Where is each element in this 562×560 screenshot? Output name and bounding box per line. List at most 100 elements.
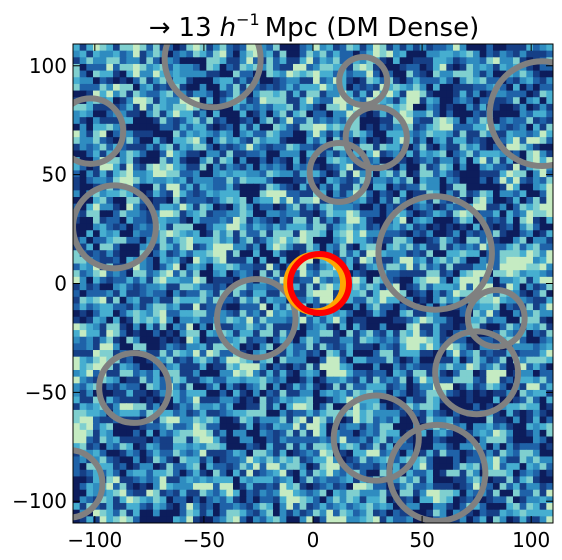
density-cell	[179, 376, 187, 384]
density-cell	[313, 336, 321, 344]
density-cell	[113, 409, 121, 418]
title-number: 13	[179, 13, 212, 43]
density-cell	[526, 243, 534, 251]
density-cell	[79, 416, 87, 424]
density-cell	[446, 416, 454, 424]
density-cell	[399, 250, 407, 258]
density-cell	[206, 290, 214, 298]
density-cell	[513, 303, 521, 311]
density-cell	[373, 223, 381, 231]
density-cell	[406, 283, 414, 291]
density-cell	[413, 44, 421, 52]
density-cell	[239, 483, 247, 491]
density-cell	[493, 376, 501, 384]
density-cell	[219, 456, 227, 464]
density-cell	[459, 389, 467, 398]
density-cell	[119, 396, 127, 404]
density-cell	[299, 90, 307, 98]
density-cell	[479, 389, 487, 398]
density-cell	[513, 230, 521, 238]
density-cell	[239, 44, 247, 52]
density-cell	[486, 183, 494, 191]
density-cell	[546, 63, 553, 72]
density-cell	[406, 476, 414, 484]
density-cell	[146, 489, 154, 497]
density-cell	[459, 97, 467, 105]
density-cell	[546, 396, 553, 404]
density-cell	[413, 316, 421, 325]
density-cell	[526, 50, 534, 58]
density-cell	[526, 90, 534, 98]
density-cell	[219, 90, 227, 98]
density-cell	[126, 376, 134, 384]
density-cell	[293, 250, 301, 258]
density-cell	[486, 369, 494, 378]
density-cell	[219, 436, 227, 444]
density-cell	[73, 143, 81, 152]
density-cell	[133, 130, 141, 138]
density-cell	[239, 216, 247, 225]
density-cell	[193, 429, 201, 438]
density-cell	[466, 150, 474, 158]
density-cell	[459, 123, 467, 132]
density-cell	[466, 170, 474, 178]
density-cell	[173, 223, 181, 231]
density-cell	[473, 83, 481, 92]
density-cell	[106, 110, 114, 118]
density-cell	[259, 77, 267, 85]
density-cell	[379, 256, 387, 265]
density-cell	[226, 250, 234, 258]
density-cell	[459, 223, 467, 231]
density-cell	[333, 150, 341, 158]
density-cell	[186, 303, 194, 311]
density-cell	[306, 396, 314, 404]
density-cell	[306, 203, 314, 211]
density-cell	[253, 376, 261, 384]
density-cell	[419, 263, 427, 271]
density-cell	[166, 429, 174, 438]
density-cell	[273, 243, 281, 251]
density-cell	[419, 170, 427, 178]
density-cell	[519, 283, 527, 291]
density-cell	[339, 429, 347, 438]
density-cell	[193, 469, 201, 478]
density-cell	[186, 483, 194, 491]
density-cell	[399, 276, 407, 285]
density-cell	[493, 383, 501, 391]
density-cell	[119, 203, 127, 211]
density-cell	[279, 137, 287, 145]
density-cell	[259, 330, 267, 338]
density-cell	[379, 449, 387, 458]
density-cell	[439, 463, 447, 471]
density-cell	[459, 436, 467, 444]
density-cell	[366, 369, 374, 378]
density-cell	[433, 210, 441, 218]
density-cell	[466, 197, 474, 205]
density-cell	[246, 443, 254, 451]
density-cell	[426, 463, 434, 471]
density-cell	[173, 396, 181, 404]
density-cell	[473, 130, 481, 138]
density-cell	[346, 103, 354, 112]
density-cell	[533, 356, 541, 364]
density-cell	[359, 117, 367, 125]
density-cell	[186, 163, 194, 171]
density-cell	[246, 369, 254, 378]
density-cell	[306, 243, 314, 251]
density-cell	[259, 396, 267, 404]
density-cell	[386, 150, 394, 158]
density-cell	[73, 83, 81, 92]
density-cell	[126, 403, 134, 411]
density-cell	[539, 250, 547, 258]
density-cell	[179, 310, 187, 318]
density-cell	[79, 350, 87, 358]
density-cell	[273, 389, 281, 398]
density-cell	[499, 363, 507, 371]
density-cell	[519, 250, 527, 258]
density-cell	[233, 90, 241, 98]
density-cell	[279, 210, 287, 218]
density-cell	[113, 436, 121, 444]
density-cell	[286, 50, 294, 58]
density-cell	[166, 296, 174, 305]
density-cell	[326, 210, 334, 218]
